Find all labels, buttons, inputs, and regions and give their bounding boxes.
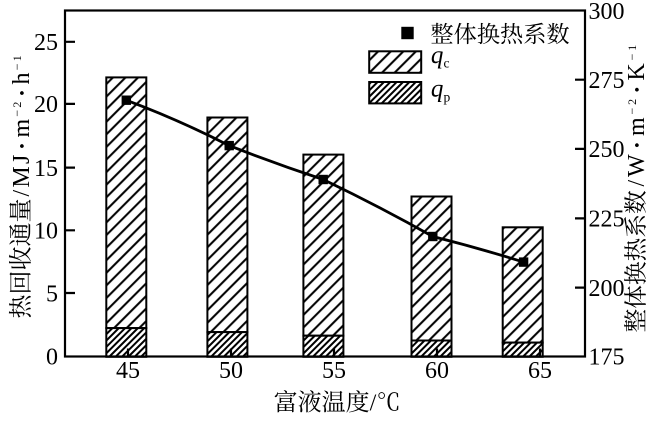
svg-text:p: p [444, 90, 451, 105]
svg-text:c: c [444, 56, 450, 71]
svg-text:55: 55 [322, 358, 346, 384]
svg-text:/: / [370, 391, 377, 417]
svg-text:65: 65 [528, 358, 552, 384]
svg-text:250: 250 [589, 137, 625, 163]
svg-text:225: 225 [589, 207, 625, 233]
svg-text:q: q [431, 76, 444, 103]
svg-text:45: 45 [116, 358, 140, 384]
svg-text:175: 175 [589, 344, 625, 370]
svg-text:15: 15 [34, 156, 58, 182]
svg-text:5: 5 [46, 281, 58, 307]
svg-text:200: 200 [589, 276, 625, 302]
svg-text:0: 0 [46, 344, 58, 370]
svg-text:300: 300 [589, 0, 625, 25]
svg-text:275: 275 [589, 68, 625, 94]
svg-text:q: q [431, 42, 444, 69]
svg-text:/MJ•m−2•h−1: /MJ•m−2•h−1 [9, 53, 35, 197]
svg-text:20: 20 [34, 92, 58, 118]
svg-text:10: 10 [34, 219, 58, 245]
svg-text:25: 25 [34, 30, 58, 56]
svg-text:60: 60 [425, 358, 449, 384]
svg-text:50: 50 [219, 358, 243, 384]
